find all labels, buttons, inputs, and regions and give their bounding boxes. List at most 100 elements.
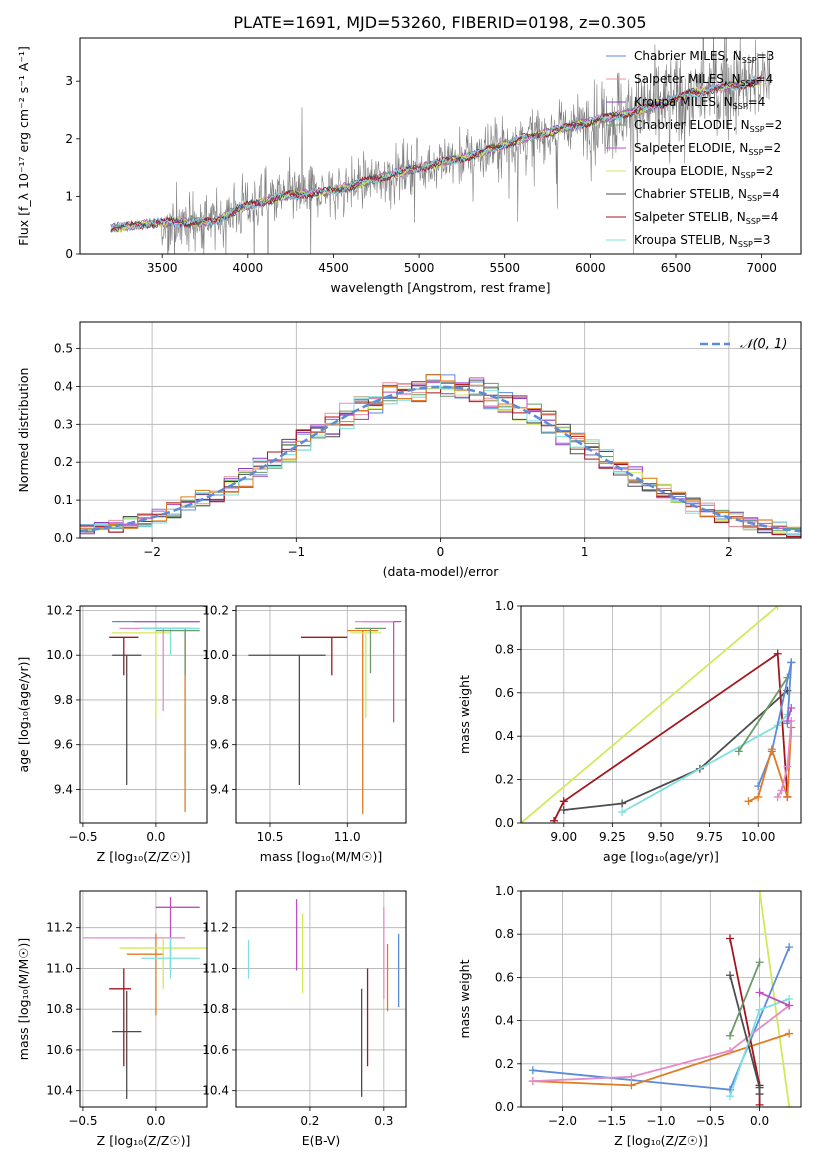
panel-age_vs_mass: 10.5 11.0 9.4 9.6 9.8 10.0 10.2 mass [log₁₀(M/M… <box>202 603 407 864</box>
y-tick-label: 0.4 <box>495 1014 514 1028</box>
plot-area <box>110 38 771 254</box>
legend-label: Salpeter STELIB, NSSP=4 <box>634 210 778 226</box>
x-tick-label: 5500 <box>489 261 520 275</box>
gaussian-curve <box>80 385 801 533</box>
y-tick-label: 2 <box>65 132 73 146</box>
y-tick-label: 0.3 <box>54 417 73 431</box>
axes-frame <box>79 321 802 539</box>
y-tick-label: 9.6 <box>54 738 73 752</box>
plot-area <box>247 899 400 1097</box>
axes: −2.0 −1.5 −1.0 −0.5 0.0 0.0 0.2 0.4 0.6 0.8 1.0 Z [… <box>457 884 769 1148</box>
x-tick-label: 2 <box>725 545 733 559</box>
weight-marker <box>783 762 792 771</box>
y-tick-label: 11.0 <box>202 961 229 975</box>
error-point <box>300 636 348 676</box>
weight-marker <box>755 988 764 997</box>
error-point <box>141 937 200 979</box>
y-tick-label: 1.0 <box>495 884 514 898</box>
plot-area <box>109 621 200 812</box>
weight-marker <box>785 1103 794 1107</box>
weight-marker <box>559 797 568 806</box>
x-tick-label: 0.3 <box>374 1114 393 1128</box>
observed-spectrum <box>110 38 771 254</box>
y-tick-label: 11.2 <box>46 921 73 935</box>
y-tick-label: 1 <box>65 189 73 203</box>
legend-label: Salpeter ELODIE, NSSP=2 <box>634 141 781 157</box>
y-tick-label: 0.2 <box>495 773 514 787</box>
y-tick-label: 9.4 <box>210 782 229 796</box>
panel-mass_vs_Z: −0.5 0.0 10.4 10.6 10.8 11.0 11.2 Z [log₁₀(Z/Z☉… <box>16 890 208 1148</box>
legend-label: Chabrier ELODIE, NSSP=2 <box>634 118 782 134</box>
axes-frame <box>520 890 802 1108</box>
x-tick-label: −0.5 <box>68 1114 97 1128</box>
x-tick-label: −0.5 <box>68 830 97 844</box>
weight-marker <box>726 1031 735 1040</box>
axes: −2 −1 0 1 2 0.0 0.1 0.2 0.3 0.4 0.5 (data-model)/er… <box>16 342 733 579</box>
weight-marker <box>754 792 763 801</box>
y-axis-label: mass weight <box>457 675 472 754</box>
weight-marker <box>726 1046 735 1055</box>
x-tick-label: 5000 <box>404 261 435 275</box>
y-tick-label: 10.8 <box>202 1002 229 1016</box>
y-tick-label: 0.5 <box>54 342 73 356</box>
weight-marker <box>767 745 776 754</box>
weight-marker <box>755 1090 764 1099</box>
residual-histogram <box>80 374 801 530</box>
x-tick-label: −2 <box>143 545 161 559</box>
y-tick-label: 0.4 <box>54 379 73 393</box>
weight-marker <box>550 816 559 823</box>
x-tick-label: 11.0 <box>334 830 361 844</box>
weight-series <box>553 652 789 822</box>
y-axis-label: age [log₁₀(age/yr)] <box>16 657 31 773</box>
x-axis-label: Z [log₁₀(Z/Z☉)] <box>614 1133 708 1148</box>
y-tick-label: 0.2 <box>54 455 73 469</box>
legend-label: 𝒩(0, 1) <box>740 337 787 352</box>
spectrum-legend: Chabrier MILES, NSSP=3 Salpeter MILES, NS… <box>606 49 782 249</box>
weight-marker <box>755 891 764 895</box>
y-tick-label: 10.2 <box>202 603 229 617</box>
error-point <box>119 937 207 989</box>
error-point <box>347 629 379 815</box>
x-tick-label: 1 <box>581 545 589 559</box>
weight-marker <box>559 805 568 814</box>
axes-frame <box>79 605 208 824</box>
x-tick-label: 7000 <box>746 261 777 275</box>
weight-series <box>738 677 789 752</box>
weight-marker <box>734 747 743 756</box>
y-tick-label: 1.0 <box>495 599 514 613</box>
y-tick-label: 10.0 <box>202 648 229 662</box>
weight-marker <box>618 808 627 817</box>
y-tick-label: 0.6 <box>495 970 514 984</box>
weight-marker <box>744 797 753 806</box>
axes: 9.00 9.25 9.50 9.75 10.00 0.0 0.2 0.4 0.6 0.8 1.0 a… <box>457 599 775 864</box>
x-tick-label: 0.0 <box>146 830 165 844</box>
weight-marker <box>773 649 782 658</box>
weight-marker <box>627 1072 636 1081</box>
weight-marker <box>726 971 735 980</box>
weight-marker <box>783 792 792 801</box>
x-axis-label: E(B-V) <box>302 1133 341 1148</box>
axes: 3500 4000 4500 5000 5500 6000 6500 7000 0 1 2 3 wave… <box>16 46 777 295</box>
panel-mass_vs_ebv: 0.2 0.3 10.4 10.6 10.8 11.0 11.2 E(B-V) <box>202 890 407 1148</box>
axes: −0.5 0.0 9.4 9.6 9.8 10.0 10.2 Z [log₁₀(Z/Z☉)] a… <box>16 603 190 864</box>
weight-series <box>563 689 788 811</box>
y-tick-label: 10.8 <box>46 1002 73 1016</box>
legend-label: Kroupa MILES, NSSP=4 <box>634 95 765 111</box>
x-axis-label: Z [log₁₀(Z/Z☉)] <box>97 1133 191 1148</box>
axes-frame <box>235 605 407 824</box>
x-tick-label: −0.5 <box>696 1114 725 1128</box>
y-tick-label: 11.2 <box>202 921 229 935</box>
x-tick-label: 10.00 <box>741 830 775 844</box>
model-spectrum <box>110 79 762 233</box>
weight-marker <box>755 958 764 967</box>
y-tick-label: 0.6 <box>495 686 514 700</box>
y-tick-label: 0 <box>65 247 73 261</box>
weight-marker <box>783 717 792 726</box>
error-point <box>112 990 142 1099</box>
legend-label: Kroupa ELODIE, NSSP=2 <box>634 164 773 180</box>
y-tick-label: 0.0 <box>495 816 514 830</box>
plot-area <box>248 621 402 815</box>
y-tick-label: 0.1 <box>54 493 73 507</box>
x-tick-label: 9.25 <box>599 830 626 844</box>
